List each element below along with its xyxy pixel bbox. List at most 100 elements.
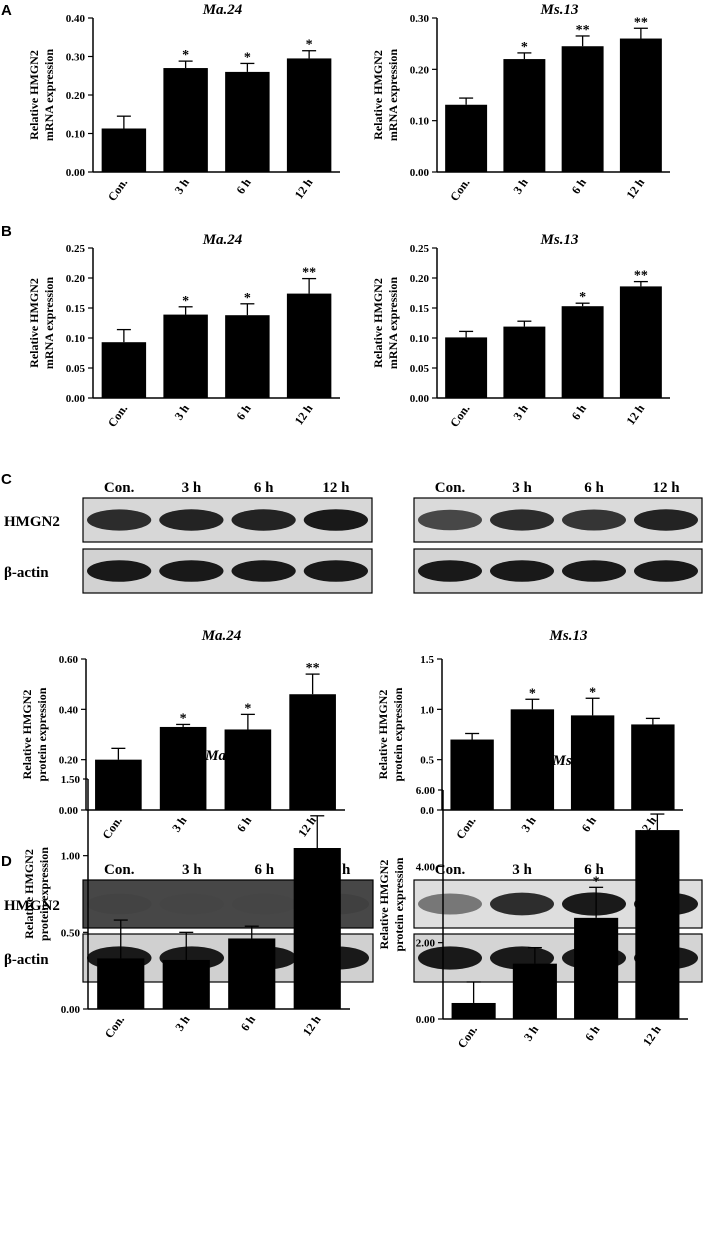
y-tick-label: 0.20 [410, 273, 430, 285]
bar [635, 830, 680, 1019]
band [490, 560, 554, 582]
x-tick-label: Con. [105, 176, 130, 204]
chart-title: Ms.13 [540, 232, 579, 248]
x-tick-label: Con. [105, 402, 130, 430]
x-tick-label: 6 h [569, 175, 590, 196]
y-axis-label: mRNA expression [42, 49, 56, 141]
y-axis-label: protein expression [391, 687, 405, 781]
y-axis-label: protein expression [35, 687, 49, 781]
bar [451, 1002, 496, 1019]
panel-label-b: B [1, 223, 12, 240]
y-tick-label: 0.15 [410, 303, 430, 315]
significance-mark: ** [576, 23, 590, 38]
y-tick-label: 0.00 [416, 1014, 436, 1026]
panel-label-c: C [1, 471, 12, 488]
bar [224, 729, 272, 810]
y-axis-label: Relative HMGN2 [371, 50, 385, 140]
bar [450, 739, 494, 810]
row-label: HMGN2 [4, 898, 60, 914]
y-axis-label: mRNA expression [386, 49, 400, 141]
x-tick-label: Con. [455, 1023, 480, 1051]
bar [289, 694, 336, 810]
bar [445, 337, 488, 398]
y-axis-label: Relative HMGN2 [22, 849, 36, 939]
band [87, 893, 152, 915]
band [634, 509, 698, 531]
chart-a-ma24: Ma.24 0.00 0.10 0.20 0.30 0.40 Relative HMGN2 m… [27, 2, 340, 204]
significance-mark: * [593, 874, 600, 889]
y-tick-label: 0.50 [61, 927, 81, 939]
band [418, 893, 482, 915]
band [303, 509, 368, 531]
lane-label: Con. [435, 480, 466, 496]
x-tick-label: Con. [453, 814, 478, 842]
significance-mark: * [244, 50, 251, 65]
band [490, 509, 554, 531]
y-axis-label: mRNA expression [386, 277, 400, 369]
x-tick-label: 6 h [238, 1012, 259, 1033]
y-tick-label: 0.00 [410, 393, 430, 405]
lane-label: 3 h [512, 862, 532, 878]
chart-title: Ms.13 [540, 2, 579, 18]
chart-title: Ms.13 [549, 628, 588, 644]
band [159, 560, 224, 582]
bar [225, 315, 270, 398]
x-tick-label: 12 h [623, 175, 647, 201]
band [231, 560, 296, 582]
bar [574, 917, 619, 1019]
x-tick-label: Con. [447, 176, 472, 204]
significance-mark: ** [302, 266, 316, 281]
band [159, 509, 224, 531]
y-tick-label: 0.30 [410, 13, 430, 25]
chart-title: Ms.13 [552, 753, 591, 769]
y-tick-label: 2.00 [416, 938, 436, 950]
y-tick-label: 0.20 [66, 90, 86, 102]
x-tick-label: 3 h [172, 401, 193, 422]
bar [163, 68, 208, 172]
y-tick-label: 4.00 [416, 861, 436, 873]
x-tick-label: 6 h [234, 813, 255, 834]
bar [101, 342, 147, 398]
significance-mark: * [314, 803, 321, 818]
y-tick-label: 0.10 [410, 116, 430, 128]
y-axis-label: protein expression [392, 857, 406, 951]
bar [445, 104, 488, 172]
bar [101, 128, 147, 172]
bar [97, 958, 145, 1009]
x-tick-label: 6 h [233, 175, 254, 196]
band [159, 893, 224, 915]
bar [162, 959, 210, 1009]
band [418, 509, 482, 531]
significance-mark: * [589, 685, 596, 700]
chart-a-ms13: Ms.13 0.00 0.10 0.20 0.30 Relative HMGN2 mRNA … [371, 2, 670, 204]
x-tick-label: 3 h [510, 401, 531, 422]
significance-mark: * [521, 40, 528, 55]
x-tick-label: 3 h [172, 175, 193, 196]
chart-title: Ma.24 [202, 232, 243, 248]
y-tick-label: 0.20 [410, 64, 430, 76]
y-tick-label: 0.25 [410, 243, 430, 255]
y-tick-label: 0.25 [66, 243, 86, 255]
band [231, 509, 296, 531]
y-tick-label: 0.05 [66, 363, 86, 375]
y-tick-label: 0.00 [61, 1004, 81, 1016]
x-tick-label: 6 h [233, 401, 254, 422]
y-tick-label: 1.0 [420, 704, 434, 716]
y-tick-label: 0.15 [66, 303, 86, 315]
bar [619, 38, 662, 173]
y-tick-label: 0.20 [66, 273, 86, 285]
significance-mark: * [244, 701, 251, 716]
x-tick-label: 12 h [623, 401, 647, 427]
lane-label: 6 h [254, 480, 274, 496]
band [303, 560, 368, 582]
lane-label: Con. [104, 480, 135, 496]
bar [95, 759, 142, 810]
y-tick-label: 0.00 [66, 167, 86, 179]
x-tick-label: 12 h [292, 401, 316, 427]
x-tick-label: 3 h [510, 175, 531, 196]
band [634, 560, 698, 582]
y-axis-label: Relative HMGN2 [20, 690, 34, 780]
panel-label-d: D [1, 853, 12, 870]
band [490, 892, 554, 916]
